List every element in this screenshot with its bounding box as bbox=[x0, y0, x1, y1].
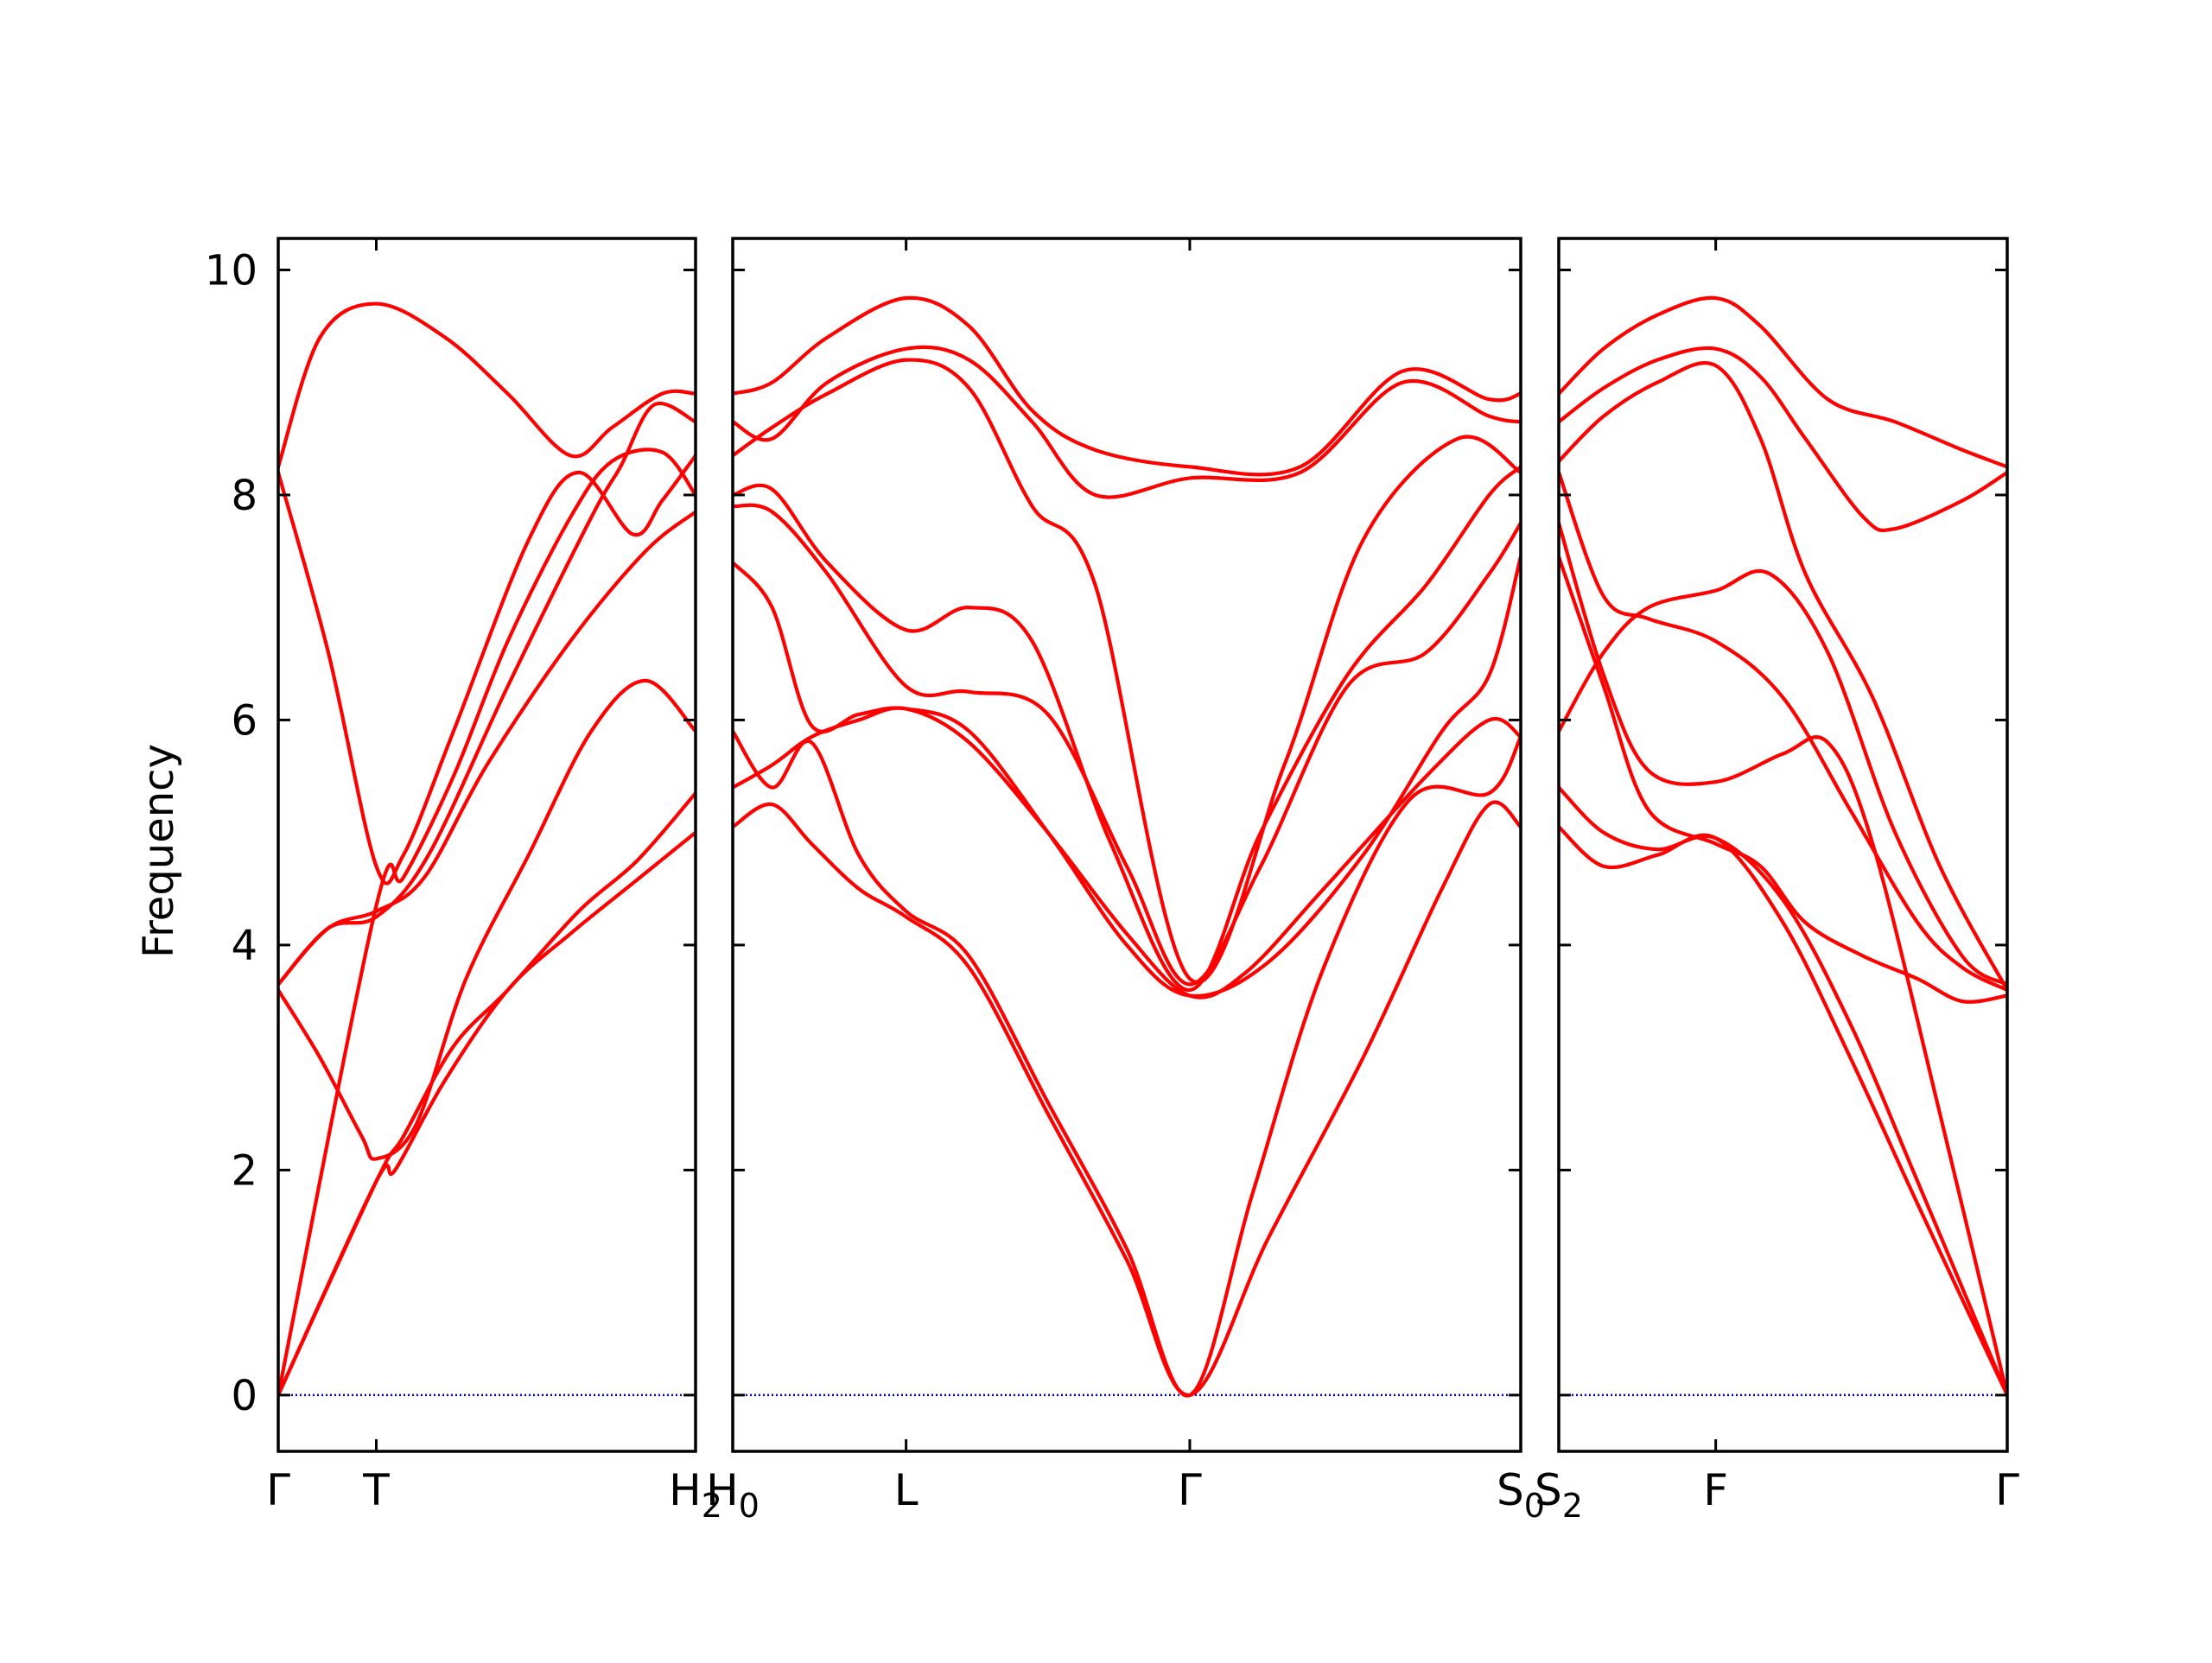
panel-frame bbox=[276, 237, 697, 1453]
band-1 bbox=[733, 800, 1521, 1397]
band-4 bbox=[278, 678, 696, 1161]
band-8 bbox=[733, 345, 1521, 499]
bands-group bbox=[733, 295, 1521, 1398]
band-8 bbox=[278, 301, 696, 469]
band-6 bbox=[278, 401, 696, 987]
x-tick-label: Γ bbox=[1995, 1465, 2019, 1515]
y-tick-label: 6 bbox=[231, 696, 257, 745]
band-3 bbox=[1559, 555, 2007, 1004]
y-tick-label: 10 bbox=[205, 246, 257, 295]
x-tick-label: Γ bbox=[266, 1465, 290, 1515]
bands-group bbox=[1559, 295, 2007, 1397]
x-tick-label: T bbox=[362, 1465, 390, 1515]
y-tick-label: 0 bbox=[231, 1372, 257, 1420]
band-2 bbox=[278, 790, 696, 1397]
x-tick-label: F bbox=[1703, 1465, 1728, 1515]
band-5 bbox=[1559, 470, 2007, 993]
y-tick-label: 4 bbox=[231, 922, 257, 970]
band-4 bbox=[733, 555, 1521, 999]
band-9 bbox=[733, 295, 1521, 477]
band-1 bbox=[1559, 825, 2007, 1397]
band-3 bbox=[278, 447, 696, 1397]
band-5 bbox=[733, 503, 1521, 987]
band-9 bbox=[1559, 295, 2007, 469]
panel-frame bbox=[1557, 237, 2009, 1453]
x-tick-label: S0 bbox=[1497, 1465, 1545, 1525]
band-3 bbox=[733, 729, 1521, 1398]
band-7 bbox=[733, 358, 1521, 984]
y-tick-label: 2 bbox=[231, 1146, 257, 1195]
band-7 bbox=[278, 454, 696, 885]
band-6 bbox=[1559, 568, 2007, 987]
panel-2: H0 L Γ S0 bbox=[706, 237, 1545, 1525]
panel-frame bbox=[731, 237, 1522, 1453]
x-tick-label: H0 bbox=[706, 1465, 760, 1525]
y-tick-label: 8 bbox=[231, 472, 257, 520]
panel-1: 0 2 4 6 8 10 Γ T H2 bbox=[205, 237, 722, 1525]
x-tick-label: L bbox=[894, 1465, 918, 1515]
x-tick-label: Γ bbox=[1178, 1465, 1202, 1515]
y-axis-label: Frequency bbox=[135, 744, 183, 958]
x-tick-label: H2 bbox=[669, 1465, 722, 1525]
panel-3: S2 F Γ bbox=[1535, 237, 2019, 1525]
x-tick-label: S2 bbox=[1535, 1465, 1583, 1525]
band-2 bbox=[1559, 785, 2007, 1397]
bands-group bbox=[278, 301, 696, 1397]
band-7 bbox=[1559, 361, 2007, 993]
band-6 bbox=[733, 465, 1521, 993]
band-8 bbox=[1559, 346, 2007, 533]
